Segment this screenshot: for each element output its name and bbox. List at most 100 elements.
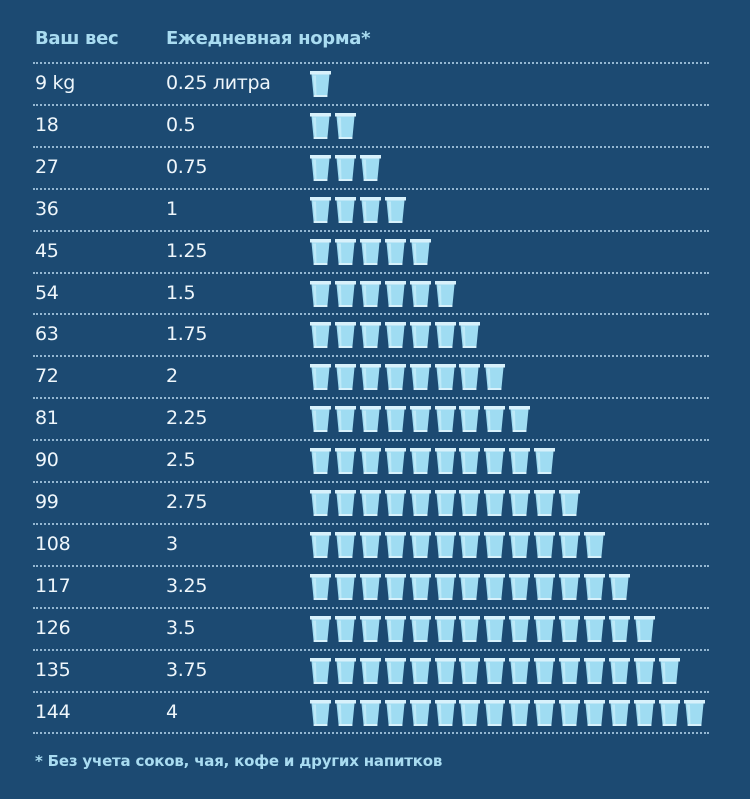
- norm-cell: 1.75: [166, 323, 208, 346]
- water-glass-icon: [484, 364, 506, 391]
- water-glass-icon: [310, 112, 331, 139]
- water-glass-icon: [434, 322, 456, 349]
- water-glass-icon: [559, 657, 580, 684]
- water-glass-icon: [434, 657, 456, 684]
- water-glass-icon: [434, 490, 456, 516]
- water-glass-icon: [459, 406, 481, 433]
- water-glass-icon: [384, 573, 406, 600]
- weight-cell: 36: [35, 197, 59, 220]
- water-glass-icon: [359, 364, 381, 391]
- norm-cell: 3.5: [166, 616, 196, 639]
- water-glass-icon: [384, 238, 406, 265]
- water-glass-icon: [310, 573, 331, 600]
- water-glass-icon: [384, 615, 406, 642]
- water-glass-icon: [359, 238, 381, 265]
- water-glass-icon: [409, 364, 431, 391]
- water-glass-icon: [534, 615, 556, 642]
- water-glass-icon: [608, 657, 630, 684]
- water-glass-icon: [658, 699, 680, 726]
- weight-cell: 99: [35, 491, 59, 513]
- water-glass-icon: [359, 406, 381, 433]
- norm-cell: 3.25: [166, 574, 208, 597]
- row-separator: [33, 145, 709, 148]
- norm-cell: 2.75: [166, 491, 208, 513]
- water-glass-icon: [310, 196, 331, 223]
- water-glass-icon: [359, 154, 381, 181]
- water-glass-icon: [409, 238, 431, 265]
- water-glass-icon: [384, 699, 406, 726]
- water-glass-icon: [484, 573, 506, 600]
- water-glass-icon: [683, 699, 705, 726]
- row-separator: [33, 187, 709, 190]
- water-glass-icon: [484, 615, 506, 642]
- water-glass-icon: [334, 196, 356, 223]
- water-glass-icon: [434, 406, 456, 433]
- water-glass-icon: [310, 364, 331, 391]
- water-glass-icon: [459, 531, 481, 558]
- row-separator: [33, 229, 709, 232]
- water-glass-icon: [509, 615, 531, 642]
- water-glass-icon: [633, 615, 655, 642]
- row-separator: [33, 648, 709, 651]
- row-separator: [33, 313, 709, 316]
- water-glass-icon: [310, 699, 331, 726]
- water-glass-icon: [459, 364, 481, 391]
- water-glass-icon: [434, 364, 456, 391]
- water-glass-icon: [534, 699, 556, 726]
- water-glass-icon: [334, 112, 356, 139]
- water-glass-icon: [310, 238, 331, 265]
- water-glass-icon: [384, 196, 406, 223]
- water-glass-icon: [359, 573, 381, 600]
- norm-cell: 4: [166, 700, 178, 723]
- water-glass-icon: [310, 448, 331, 475]
- row-separator: [33, 564, 709, 567]
- water-glass-icon: [484, 699, 506, 726]
- norm-cell: 1: [166, 197, 178, 220]
- water-glass-icon: [509, 657, 531, 684]
- water-glass-icon: [534, 573, 556, 600]
- water-glass-icon: [583, 699, 605, 726]
- water-glass-icon: [409, 490, 431, 516]
- water-glass-icon: [434, 531, 456, 558]
- water-glass-icon: [334, 573, 356, 600]
- water-glass-icon: [583, 657, 605, 684]
- water-glass-icon: [409, 573, 431, 600]
- water-glass-icon: [633, 699, 655, 726]
- row-separator: [33, 271, 709, 274]
- water-glass-icon: [484, 490, 506, 516]
- water-glass-icon: [409, 280, 431, 307]
- weight-cell: 135: [35, 658, 71, 681]
- water-glass-icon: [334, 531, 356, 558]
- norm-cell: 1.5: [166, 281, 196, 304]
- weight-cell: 27: [35, 155, 59, 178]
- water-glass-icon: [334, 490, 356, 516]
- water-glass-icon: [359, 196, 381, 223]
- weight-cell: 90: [35, 449, 59, 472]
- row-separator: [33, 439, 709, 442]
- water-glass-icon: [509, 490, 531, 516]
- water-glass-icon: [310, 615, 331, 642]
- water-glass-icon: [583, 615, 605, 642]
- water-glass-icon: [559, 573, 580, 600]
- water-glass-icon: [359, 531, 381, 558]
- water-glass-icon: [384, 364, 406, 391]
- water-glass-icon: [509, 448, 531, 475]
- water-glass-icon: [334, 406, 356, 433]
- row-separator: [33, 103, 709, 106]
- weight-cell: 126: [35, 616, 71, 639]
- weight-cell: 108: [35, 532, 71, 555]
- water-glass-icon: [534, 448, 556, 475]
- water-glass-icon: [509, 699, 531, 726]
- water-glass-icon: [409, 699, 431, 726]
- water-glass-icon: [334, 322, 356, 349]
- water-glass-icon: [359, 490, 381, 516]
- water-glass-icon: [334, 364, 356, 391]
- water-glass-icon: [559, 490, 580, 516]
- water-glass-icon: [310, 71, 331, 97]
- water-glass-icon: [359, 615, 381, 642]
- water-glass-icon: [559, 699, 580, 726]
- water-glass-icon: [509, 573, 531, 600]
- water-glass-icon: [310, 531, 331, 558]
- water-glass-icon: [409, 615, 431, 642]
- water-glass-icon: [334, 699, 356, 726]
